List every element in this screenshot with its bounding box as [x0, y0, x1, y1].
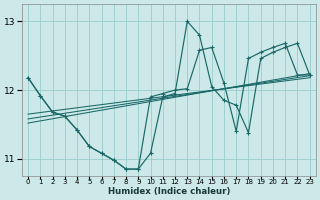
X-axis label: Humidex (Indice chaleur): Humidex (Indice chaleur) — [108, 187, 230, 196]
